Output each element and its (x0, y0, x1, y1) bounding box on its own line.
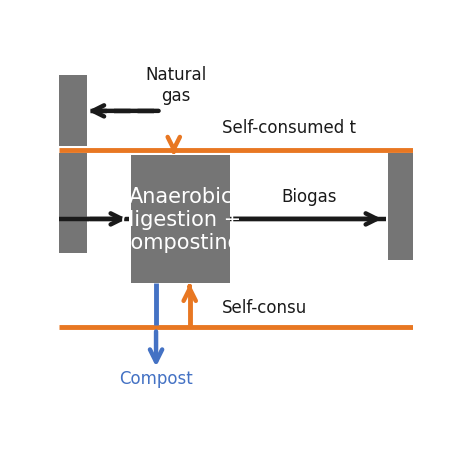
Text: Self-consumed t: Self-consumed t (221, 118, 355, 136)
Text: Self-consu: Self-consu (221, 299, 306, 317)
Bar (131, 156, 230, 283)
Bar (387, 154, 426, 260)
Bar (45, 154, 87, 253)
Text: Anaerobic
digestion +
composting: Anaerobic digestion + composting (120, 186, 241, 252)
Text: Compost: Compost (119, 369, 192, 387)
Bar (45, 76, 87, 147)
Text: Natural
gas: Natural gas (145, 66, 206, 104)
Text: Biogas: Biogas (281, 187, 336, 206)
